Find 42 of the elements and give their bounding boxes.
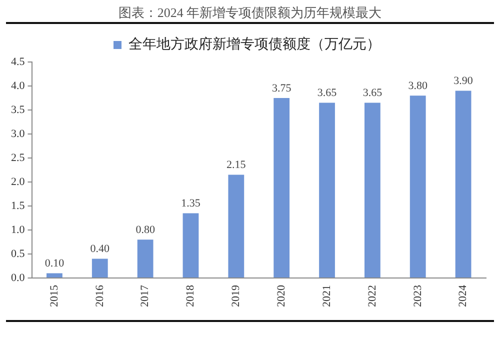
y-tick-label: 3.5 bbox=[11, 104, 26, 116]
data-label: 0.40 bbox=[90, 243, 110, 256]
x-tick-label: 2017 bbox=[139, 284, 152, 307]
bar bbox=[92, 258, 108, 278]
x-tick-label: 2019 bbox=[230, 284, 242, 307]
bar bbox=[137, 240, 154, 278]
x-tick-label: 2023 bbox=[412, 284, 424, 307]
y-tick-label: 2.5 bbox=[11, 152, 26, 164]
bar bbox=[455, 90, 472, 278]
y-tick-label: 4.5 bbox=[11, 56, 26, 68]
y-tick-label: 3.0 bbox=[11, 128, 26, 140]
data-label: 0.10 bbox=[44, 258, 65, 270]
x-tick-label: 2015 bbox=[48, 284, 60, 307]
x-tick-label: 2024 bbox=[457, 284, 470, 307]
bar bbox=[46, 273, 62, 278]
y-tick-label: 2.0 bbox=[11, 176, 26, 188]
bar bbox=[319, 102, 335, 278]
bar bbox=[228, 174, 244, 278]
y-tick-label: 1.0 bbox=[11, 224, 26, 236]
y-tick-label: 0.0 bbox=[11, 272, 26, 284]
y-tick-label: 1.5 bbox=[11, 200, 26, 212]
legend-label: 全年地方政府新增专项债额度（万亿元） bbox=[128, 36, 380, 53]
bar bbox=[410, 96, 426, 278]
bar bbox=[364, 102, 380, 278]
chart-title: 图表：2024 年新增专项债限额为历年规模最大 bbox=[117, 4, 383, 22]
x-tick-label: 2021 bbox=[320, 285, 333, 307]
bar bbox=[182, 213, 199, 278]
data-label: 3.65 bbox=[317, 87, 338, 100]
x-tick-label: 2022 bbox=[366, 285, 378, 307]
x-tick-label: 2020 bbox=[275, 284, 288, 307]
data-label: 0.80 bbox=[136, 224, 156, 236]
x-tick-label: 2016 bbox=[94, 284, 106, 307]
y-tick-label: 0.5 bbox=[11, 248, 26, 260]
y-tick-label: 4.0 bbox=[11, 80, 26, 92]
data-label: 3.75 bbox=[272, 82, 292, 94]
bar bbox=[274, 98, 290, 278]
data-label: 1.35 bbox=[181, 198, 201, 210]
data-label: 3.65 bbox=[362, 87, 383, 100]
x-tick-label: 2018 bbox=[184, 284, 197, 307]
data-label: 3.90 bbox=[454, 75, 474, 88]
data-label: 2.15 bbox=[226, 159, 246, 172]
data-label: 3.80 bbox=[408, 80, 428, 92]
